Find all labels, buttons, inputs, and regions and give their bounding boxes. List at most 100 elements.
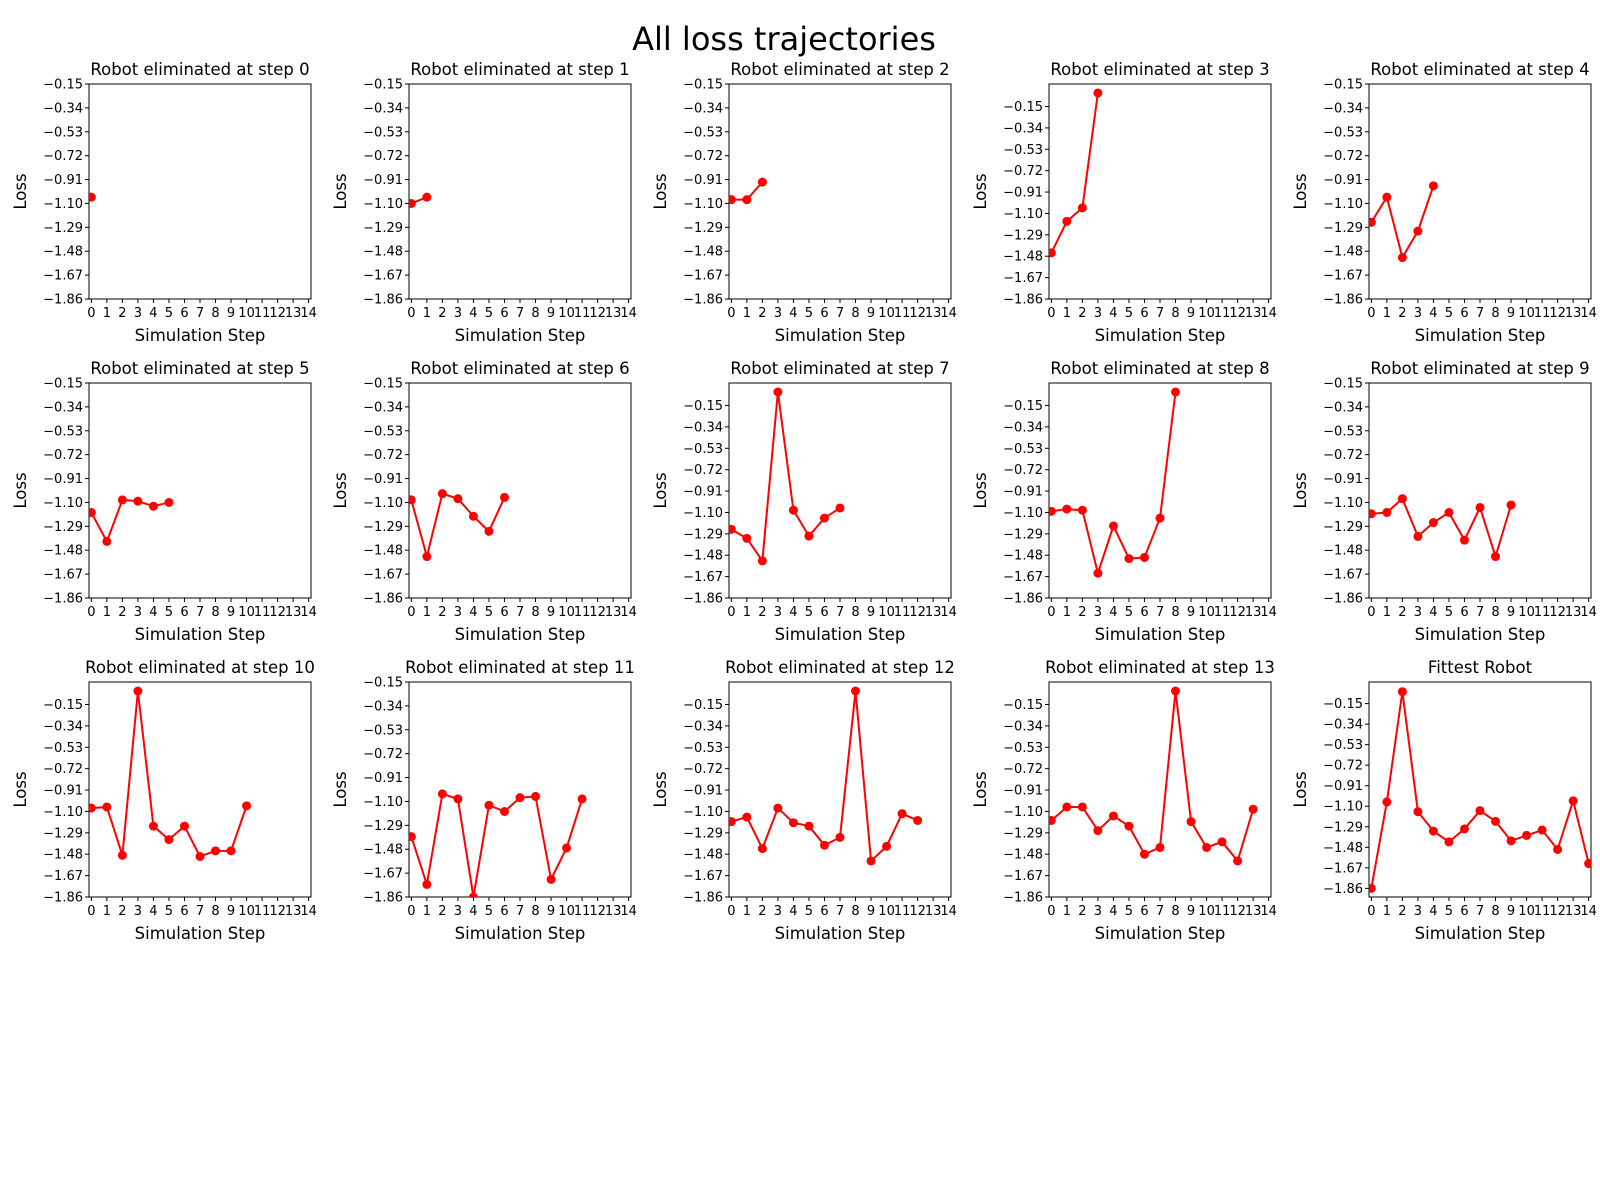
y-tick-label: −0.15 (43, 377, 83, 392)
loss-point (577, 794, 587, 804)
x-tick-label: 3 (1094, 605, 1102, 620)
x-tick-label: 2 (118, 605, 126, 620)
y-tick-label: −1.48 (1003, 250, 1043, 265)
loss-point (742, 812, 752, 822)
x-tick-label: 13 (925, 605, 942, 620)
x-tick-label: 12 (589, 605, 606, 620)
x-tick-label: 11 (1534, 306, 1551, 321)
loss-point (1171, 387, 1181, 397)
x-tick-label: 0 (1047, 904, 1055, 919)
subplot-9: Robot eliminated at step 9 −0.15 −0.34 −0.5… (1291, 359, 1597, 644)
y-tick-label: −1.10 (363, 197, 403, 212)
loss-point (1444, 508, 1454, 518)
x-tick-label: 14 (1580, 306, 1597, 321)
loss-point (1428, 181, 1438, 191)
x-tick-label: 3 (1414, 306, 1422, 321)
subplot-6: Robot eliminated at step 6 −0.15 −0.34 −0.5… (331, 359, 637, 644)
y-tick-label: −1.48 (43, 245, 83, 260)
x-tick-label: 7 (1156, 306, 1164, 321)
x-tick-label: 5 (805, 904, 813, 919)
x-tick-label: 9 (227, 904, 235, 919)
loss-point (1491, 816, 1501, 826)
y-tick-label: −1.48 (363, 245, 403, 260)
x-tick-label: 6 (180, 605, 188, 620)
loss-point (1155, 513, 1165, 523)
x-tick-label: 8 (531, 904, 539, 919)
x-tick-label: 2 (1398, 904, 1406, 919)
x-tick-label: 6 (500, 904, 508, 919)
x-tick-label: 6 (500, 605, 508, 620)
x-tick-label: 7 (836, 904, 844, 919)
y-tick-label: −0.72 (683, 463, 723, 478)
loss-point (1369, 509, 1376, 519)
loss-point (89, 803, 96, 813)
y-tick-label: −0.72 (1003, 463, 1043, 478)
y-tick-label: −1.67 (363, 568, 403, 583)
y-tick-label: −0.15 (1323, 697, 1363, 712)
loss-line (1050, 92, 1099, 254)
loss-point (835, 503, 845, 513)
y-tick-label: −0.72 (363, 448, 403, 463)
subplot-3: Robot eliminated at step 3 −0.15 −0.34 −0.5… (971, 60, 1277, 345)
series-loss (89, 495, 174, 546)
loss-point (1077, 203, 1087, 213)
loss-point (804, 531, 814, 541)
x-tick-label: 4 (1429, 306, 1437, 321)
x-tick-label: 13 (605, 904, 622, 919)
x-tick-label: 4 (1109, 904, 1117, 919)
loss-point (468, 892, 478, 897)
loss-point (866, 856, 876, 866)
x-tick-label: 6 (1140, 306, 1148, 321)
loss-point (1382, 508, 1392, 518)
x-tick-label: 7 (1476, 904, 1484, 919)
x-tick-label: 14 (940, 306, 957, 321)
subplot-4: Robot eliminated at step 4 −0.15 −0.34 −0.5… (1291, 60, 1597, 345)
x-tick-label: 2 (438, 306, 446, 321)
x-tick-label: 13 (605, 605, 622, 620)
figure-title: All loss trajectories (632, 20, 936, 58)
x-tick-label: 9 (867, 605, 875, 620)
subplot-2: Robot eliminated at step 2 −0.15 −0.34 −0.5… (651, 60, 957, 345)
y-tick-label: −1.10 (1323, 800, 1363, 815)
x-tick-label: 12 (589, 306, 606, 321)
x-tick-label: 13 (1565, 306, 1582, 321)
loss-point (148, 501, 158, 511)
x-tick-label: 13 (925, 306, 942, 321)
x-tick-label: 12 (1229, 306, 1246, 321)
y-tick-label: −0.72 (363, 149, 403, 164)
x-tick-label: 4 (1109, 306, 1117, 321)
y-tick-label: −1.67 (1003, 570, 1043, 585)
x-tick-label: 4 (1429, 605, 1437, 620)
loss-point (422, 552, 432, 562)
y-tick-label: −0.91 (363, 771, 403, 786)
y-tick-label: −1.29 (363, 221, 403, 236)
x-tick-label: 3 (774, 904, 782, 919)
x-tick-label: 12 (269, 904, 286, 919)
plot-frame (728, 382, 952, 599)
y-axis-label: Loss (651, 472, 670, 508)
y-tick-label: −0.15 (683, 399, 723, 414)
y-tick-label: −1.86 (683, 891, 723, 906)
x-tick-label: 0 (407, 306, 415, 321)
x-tick-label: 0 (727, 904, 735, 919)
loss-point (1049, 815, 1056, 825)
loss-point (897, 809, 907, 819)
loss-point (148, 821, 158, 831)
x-tick-label: 1 (423, 904, 431, 919)
y-tick-label: −0.53 (43, 125, 83, 140)
x-axis-label: Simulation Step (775, 326, 906, 345)
y-tick-label: −0.53 (363, 125, 403, 140)
y-tick-label: −0.15 (1003, 399, 1043, 414)
plot-frame (1368, 83, 1592, 300)
x-tick-label: 5 (1125, 904, 1133, 919)
y-tick-label: −1.10 (1323, 496, 1363, 511)
x-tick-label: 9 (1187, 904, 1195, 919)
loss-point (484, 800, 494, 810)
y-tick-label: −0.91 (363, 472, 403, 487)
y-tick-label: −1.67 (43, 869, 83, 884)
x-tick-label: 5 (485, 605, 493, 620)
x-tick-label: 8 (851, 904, 859, 919)
y-tick-label: −0.72 (683, 149, 723, 164)
loss-point (1444, 837, 1454, 847)
x-tick-label: 0 (727, 306, 735, 321)
